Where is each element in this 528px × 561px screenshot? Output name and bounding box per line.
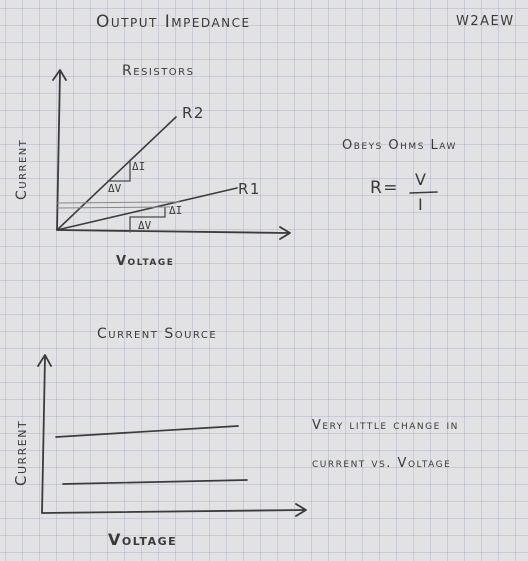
source-x-arrow [295,503,307,517]
current-source-heading: Current Source [97,326,218,342]
current-source-line-upper [55,425,239,438]
source-y-arrow [37,354,52,367]
guide-line [56,206,171,209]
resistor-graph-axes [52,69,291,240]
resistors-heading: Resistors [122,63,195,79]
formula-denominator: I [418,195,425,214]
r2-delta-triangle [107,159,131,182]
r1-line [56,187,238,231]
r2-line [56,116,177,231]
resistor-x-axis [56,229,290,234]
formula-numerator: V [415,170,428,189]
resistor-y-axis-label: Current [14,138,30,200]
r1-delta-i-label: ΔI [169,204,183,217]
ohms-law-note: Obeys Ohms Law [342,138,457,153]
callsign: W2AEW [456,14,515,29]
current-source-note-line2: current vs. Voltage [312,456,452,471]
resistor-x-axis-label: Voltage [116,254,175,269]
r1-delta-v-label: ΔV [138,219,152,232]
resistor-y-arrow [52,69,67,81]
current-source-note-line1: Very little change in [312,418,459,433]
resistor-x-arrow [279,226,291,240]
r2-delta-i-label: ΔI [132,160,146,173]
source-x-axis-label: Voltage [108,530,178,549]
page-title: Output Impedance [96,12,251,32]
fraction-bar [409,191,438,194]
r1-delta-triangle [129,207,166,218]
resistor-y-axis [56,71,61,231]
formula-lhs: R= [370,178,400,198]
current-source-line-lower [62,479,248,485]
source-y-axis-label: Current [12,419,30,486]
source-x-axis [41,509,306,514]
r1-label: R1 [238,180,261,198]
r2-label: R2 [182,104,205,122]
guide-line [56,201,181,204]
current-source-graph-axes [37,354,307,517]
source-y-axis [41,356,46,514]
r2-delta-v-label: ΔV [108,182,122,195]
